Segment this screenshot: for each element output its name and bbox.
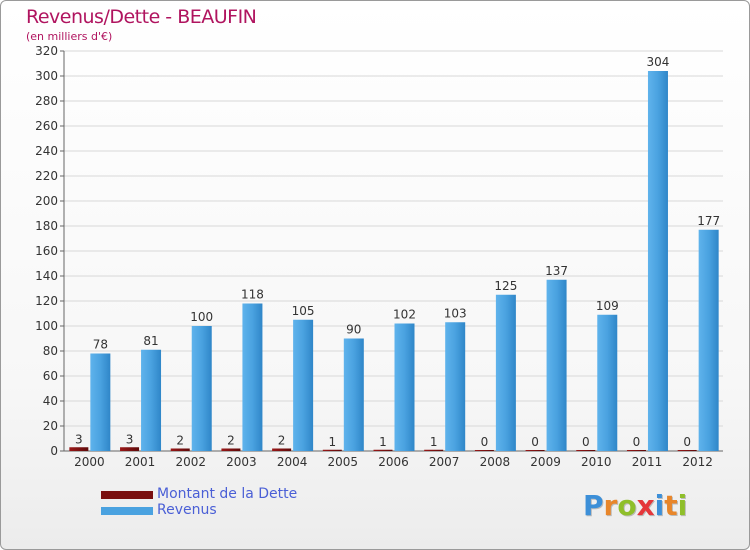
y-tick-label: 280	[35, 94, 58, 108]
bar-dette-2003	[221, 448, 241, 451]
bar-dette-2000	[69, 447, 89, 451]
y-tick-label: 160	[35, 244, 58, 258]
bar-dette-2001	[120, 447, 140, 451]
data-label-revenus-2006: 102	[393, 308, 416, 322]
legend-swatch-dette	[101, 491, 153, 499]
logo-letter: o	[617, 489, 637, 522]
y-tick-label: 320	[35, 44, 58, 58]
bar-dette-2011	[626, 450, 646, 451]
logo-letter: i	[654, 489, 665, 522]
bar-dette-2008	[474, 450, 494, 451]
y-tick-label: 120	[35, 294, 58, 308]
bar-revenus-2003	[242, 303, 263, 451]
legend-label-dette: Montant de la Dette	[157, 486, 298, 502]
data-label-revenus-2007: 103	[444, 306, 467, 320]
data-label-revenus-2004: 105	[292, 304, 315, 318]
bar-revenus-2006	[394, 323, 415, 451]
data-label-dette-2002: 2	[176, 434, 184, 448]
bar-revenus-2002	[191, 326, 212, 451]
x-tick-label-2011: 2011	[632, 455, 663, 469]
bar-revenus-2008	[495, 294, 516, 451]
bar-dette-2010	[576, 450, 596, 451]
bar-revenus-2004	[293, 319, 314, 451]
bar-revenus-2000	[90, 353, 111, 451]
bar-revenus-2011	[647, 71, 668, 451]
y-tick-label: 200	[35, 194, 58, 208]
logo-letter: t	[664, 489, 678, 522]
data-label-revenus-2002: 100	[190, 310, 213, 324]
data-label-revenus-2001: 81	[143, 334, 158, 348]
y-tick-label: 220	[35, 169, 58, 183]
data-label-revenus-2011: 304	[647, 55, 670, 69]
bar-dette-2007	[424, 449, 444, 451]
bar-dette-2006	[373, 449, 393, 451]
y-tick-label: 60	[43, 369, 58, 383]
data-label-revenus-2012: 177	[697, 214, 720, 228]
x-tick-label-2007: 2007	[429, 455, 460, 469]
data-label-revenus-2009: 137	[545, 264, 568, 278]
data-label-dette-2003: 2	[227, 434, 235, 448]
data-label-dette-2000: 3	[75, 432, 83, 446]
x-tick-label-2012: 2012	[682, 455, 713, 469]
data-label-revenus-2000: 78	[93, 338, 108, 352]
logo-letter: r	[603, 489, 618, 522]
data-label-revenus-2005: 90	[346, 323, 361, 337]
data-label-revenus-2003: 118	[241, 288, 264, 302]
data-label-dette-2006: 1	[379, 435, 387, 449]
x-tick-label-2002: 2002	[175, 455, 206, 469]
data-label-dette-2010: 0	[582, 435, 590, 449]
bar-revenus-2010	[597, 314, 618, 451]
y-tick-label: 40	[43, 394, 58, 408]
x-tick-label-2004: 2004	[277, 455, 308, 469]
chart-title: Revenus/Dette - BEAUFIN	[26, 6, 257, 28]
x-tick-label-2003: 2003	[226, 455, 257, 469]
data-label-dette-2007: 1	[430, 435, 438, 449]
bar-dette-2002	[170, 448, 190, 451]
x-tick-label-2009: 2009	[530, 455, 561, 469]
y-tick-label: 240	[35, 144, 58, 158]
logo-letter: P	[583, 489, 604, 522]
legend-swatch-revenus	[101, 507, 153, 515]
data-label-dette-2005: 1	[328, 435, 336, 449]
proxiti-logo: Proxiti	[583, 489, 687, 522]
y-tick-label: 20	[43, 419, 58, 433]
y-tick-label: 80	[43, 344, 58, 358]
data-label-dette-2009: 0	[531, 435, 539, 449]
y-tick-label: 180	[35, 219, 58, 233]
x-tick-label-2006: 2006	[378, 455, 409, 469]
bar-revenus-2001	[141, 349, 162, 451]
data-label-dette-2001: 3	[126, 432, 134, 446]
bar-revenus-2009	[546, 279, 567, 451]
data-label-dette-2004: 2	[278, 434, 286, 448]
x-tick-label-2010: 2010	[581, 455, 612, 469]
bar-dette-2012	[677, 450, 697, 451]
data-label-dette-2011: 0	[633, 435, 641, 449]
data-label-revenus-2010: 109	[596, 299, 619, 313]
chart-subtitle: (en milliers d'€)	[26, 30, 113, 43]
bar-dette-2009	[525, 450, 545, 451]
x-tick-label-2005: 2005	[328, 455, 359, 469]
y-tick-label: 100	[35, 319, 58, 333]
bar-revenus-2005	[343, 338, 364, 451]
logo-letter: i	[677, 489, 688, 522]
bar-revenus-2012	[698, 229, 719, 451]
x-tick-label-2008: 2008	[480, 455, 511, 469]
y-tick-label: 140	[35, 269, 58, 283]
data-label-revenus-2008: 125	[494, 279, 517, 293]
y-tick-label: 300	[35, 69, 58, 83]
bar-dette-2004	[272, 448, 292, 451]
x-tick-label-2001: 2001	[125, 455, 156, 469]
x-tick-label-2000: 2000	[74, 455, 105, 469]
bar-revenus-2007	[445, 322, 466, 451]
legend-label-revenus: Revenus	[157, 502, 217, 518]
y-tick-label: 0	[50, 444, 58, 458]
data-label-dette-2012: 0	[683, 435, 691, 449]
data-label-dette-2008: 0	[481, 435, 489, 449]
bar-dette-2005	[322, 449, 342, 451]
y-tick-label: 260	[35, 119, 58, 133]
logo-letter: x	[636, 489, 655, 522]
